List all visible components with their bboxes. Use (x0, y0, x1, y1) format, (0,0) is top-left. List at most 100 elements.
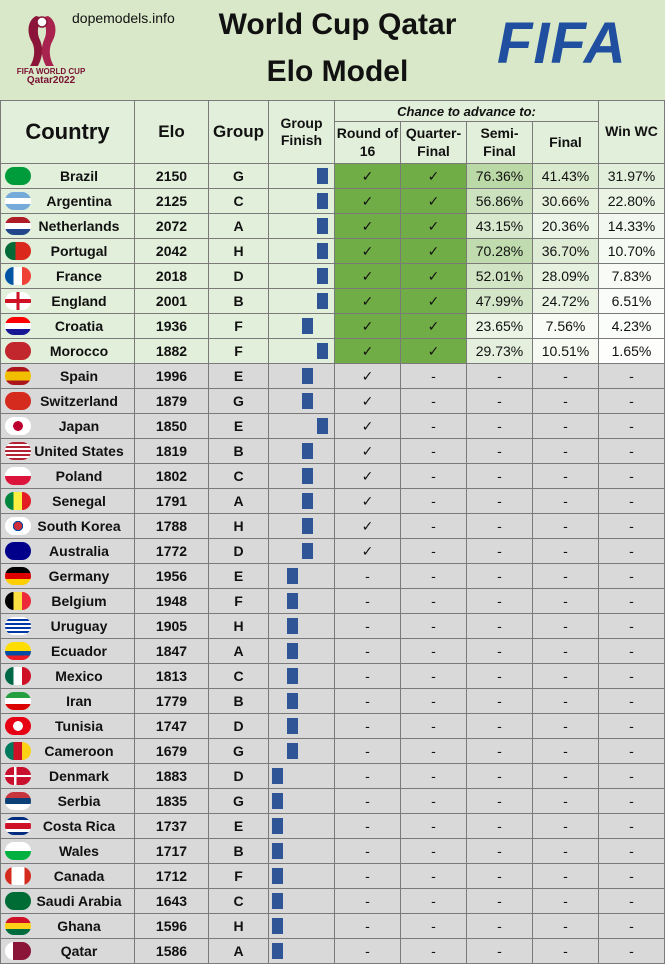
quarter-final-cell: - (400, 838, 467, 864)
country-cell: Germany (0, 563, 135, 589)
group-cell: H (208, 613, 269, 639)
table-row: Uruguay 1905 H - - - - - (0, 613, 665, 639)
country-name: Japan (58, 418, 100, 435)
round-of-16-cell: - (334, 588, 401, 614)
serbia-flag-icon (5, 792, 31, 811)
semi-final-cell: - (466, 488, 533, 514)
group-finish-bar (317, 218, 328, 234)
elo-cell: 1788 (134, 513, 209, 539)
country-cell: Brazil (0, 163, 135, 189)
semi-final-cell: - (466, 888, 533, 914)
group-cell: H (208, 513, 269, 539)
round-of-16-cell: ✓ (334, 388, 401, 414)
final-cell: - (532, 813, 599, 839)
final-cell: - (532, 363, 599, 389)
quarter-final-cell: - (400, 563, 467, 589)
group-finish-cell (268, 938, 335, 964)
group-finish-cell (268, 488, 335, 514)
elo-cell: 2042 (134, 238, 209, 264)
quarter-final-cell: - (400, 438, 467, 464)
elo-cell: 1996 (134, 363, 209, 389)
country-cell: Senegal (0, 488, 135, 514)
semi-final-cell: - (466, 913, 533, 939)
table-row: Brazil 2150 G ✓ ✓ 76.36% 41.43% 31.97% (0, 163, 665, 189)
group-finish-bar (317, 293, 328, 309)
elo-cell: 1802 (134, 463, 209, 489)
england-flag-icon (5, 292, 31, 311)
group-cell: C (208, 663, 269, 689)
elo-cell: 1905 (134, 613, 209, 639)
quarter-final-cell: ✓ (400, 238, 467, 264)
site-url: dopemodels.info (72, 10, 175, 26)
group-finish-bar (287, 693, 298, 709)
iran-flag-icon (5, 692, 31, 711)
round-of-16-cell: - (334, 563, 401, 589)
elo-cell: 1772 (134, 538, 209, 564)
ecuador-flag-icon (5, 642, 31, 661)
country-cell: Argentina (0, 188, 135, 214)
qatar-flag-icon (5, 942, 31, 961)
round-of-16-cell: ✓ (334, 413, 401, 439)
win-wc-cell: - (598, 413, 665, 439)
win-wc-cell: - (598, 713, 665, 739)
group-finish-bar (287, 643, 298, 659)
semi-final-column-header: Semi-Final (466, 121, 533, 164)
table-row: Portugal 2042 H ✓ ✓ 70.28% 36.70% 10.70% (0, 238, 665, 264)
final-cell: 20.36% (532, 213, 599, 239)
group-finish-cell (268, 463, 335, 489)
round-of-16-cell: - (334, 688, 401, 714)
france-flag-icon (5, 267, 31, 286)
group-finish-bar (317, 168, 328, 184)
country-cell: Iran (0, 688, 135, 714)
final-cell: - (532, 413, 599, 439)
win-wc-cell: - (598, 813, 665, 839)
round-of-16-cell: - (334, 813, 401, 839)
saudi-arabia-flag-icon (5, 892, 31, 911)
group-cell: A (208, 638, 269, 664)
elo-cell: 1936 (134, 313, 209, 339)
group-finish-bar (287, 743, 298, 759)
elo-cell: 1779 (134, 688, 209, 714)
table-row: United States 1819 B ✓ - - - - (0, 438, 665, 464)
final-cell: - (532, 863, 599, 889)
group-finish-cell (268, 363, 335, 389)
group-finish-cell (268, 188, 335, 214)
win-wc-cell: - (598, 363, 665, 389)
country-name: Uruguay (50, 618, 108, 635)
country-cell: Belgium (0, 588, 135, 614)
country-cell: Spain (0, 363, 135, 389)
croatia-flag-icon (5, 317, 31, 336)
round-of-16-cell: ✓ (334, 188, 401, 214)
country-name: Morocco (49, 343, 109, 360)
group-finish-bar (317, 418, 328, 434)
country-name: Portugal (50, 243, 108, 260)
group-finish-cell (268, 313, 335, 339)
quarter-final-cell: - (400, 888, 467, 914)
elo-column-header: Elo (134, 100, 209, 164)
table-row: Ecuador 1847 A - - - - - (0, 638, 665, 664)
table-row: Cameroon 1679 G - - - - - (0, 738, 665, 764)
win-wc-cell: - (598, 938, 665, 964)
semi-final-cell: - (466, 738, 533, 764)
win-wc-cell: 22.80% (598, 188, 665, 214)
group-cell: A (208, 938, 269, 964)
australia-flag-icon (5, 542, 31, 561)
group-finish-cell (268, 413, 335, 439)
semi-final-cell: - (466, 613, 533, 639)
group-cell: C (208, 188, 269, 214)
group-finish-cell (268, 388, 335, 414)
country-name: Wales (59, 843, 99, 860)
elo-cell: 1948 (134, 588, 209, 614)
south-korea-flag-icon (5, 517, 31, 536)
country-name: Iran (66, 693, 92, 710)
quarter-final-cell: - (400, 388, 467, 414)
win-wc-cell: - (598, 438, 665, 464)
win-wc-cell: 4.23% (598, 313, 665, 339)
final-cell: 41.43% (532, 163, 599, 189)
quarter-final-cell: ✓ (400, 338, 467, 364)
win-wc-cell: - (598, 463, 665, 489)
quarter-final-cell: - (400, 463, 467, 489)
round-of-16-cell: ✓ (334, 313, 401, 339)
win-wc-cell: - (598, 388, 665, 414)
country-name: Serbia (57, 793, 101, 810)
